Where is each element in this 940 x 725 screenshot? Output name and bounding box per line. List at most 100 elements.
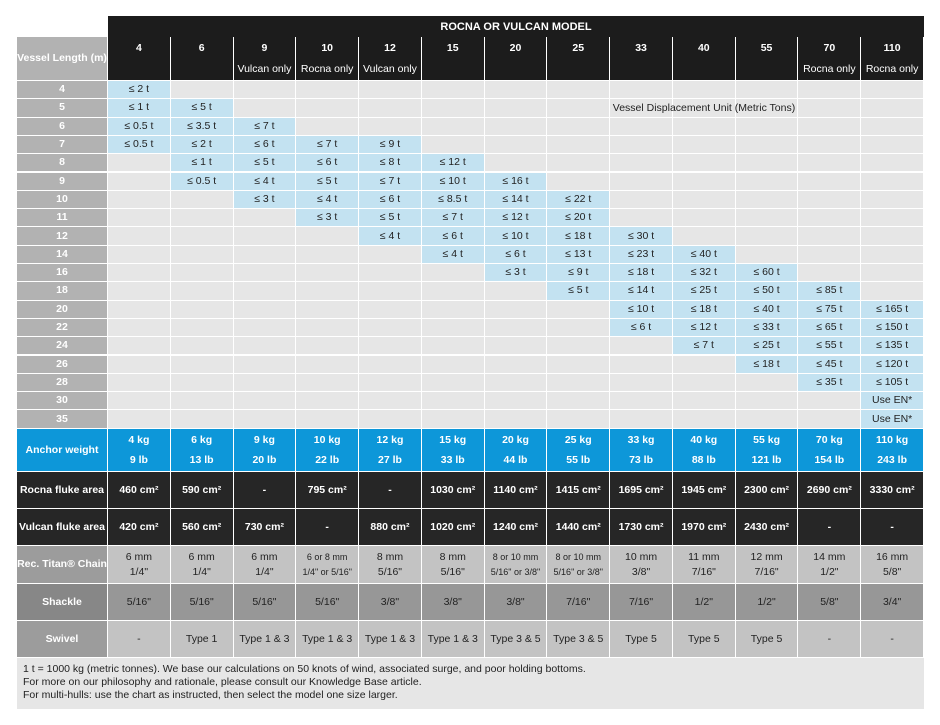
shackle-cell: 3/4" — [861, 584, 924, 621]
displacement-cell — [170, 227, 234, 246]
shackle-size: 3/8" — [380, 595, 400, 608]
displacement-value: ≤ 35 t — [816, 375, 843, 388]
vessel-length-label: 24 — [17, 337, 108, 356]
displacement-cell — [108, 410, 171, 429]
displacement-cell — [170, 282, 234, 301]
swivel-type: Type 5 — [750, 632, 783, 645]
displacement-value: ≤ 12 t — [502, 211, 529, 224]
displacement-cell — [233, 337, 297, 356]
shackle-cell: 5/16" — [170, 584, 234, 621]
displacement-cell — [861, 172, 924, 191]
displacement-value: ≤ 16 t — [502, 174, 529, 187]
displacement-value: ≤ 2 t — [128, 83, 150, 96]
vulcan-fluke-cell: 2430 cm² — [735, 509, 799, 546]
swivel-type: Type 5 — [625, 632, 657, 645]
model-header: 20 — [484, 37, 548, 81]
displacement-cell — [359, 337, 422, 356]
displacement-cell — [421, 264, 485, 283]
displacement-cell — [861, 154, 924, 173]
chain-inch: 7/16" — [754, 566, 779, 578]
displacement-cell — [861, 190, 924, 210]
displacement-cell — [484, 355, 548, 374]
weight-kg: 33 kg — [627, 434, 655, 446]
displacement-cell: ≤ 12 t — [421, 154, 485, 173]
displacement-cell — [735, 135, 799, 155]
rocna-fluke-cell: 590 cm² — [170, 472, 234, 509]
displacement-cell: ≤ 4 t — [296, 190, 360, 210]
displacement-cell: ≤ 5 t — [233, 154, 297, 173]
displacement-cell — [484, 373, 548, 393]
displacement-cell — [108, 392, 171, 411]
displacement-cell — [233, 410, 297, 429]
model-note: Rocna only — [803, 63, 856, 75]
anchor-weight-cell: 70 kg 154 lb — [798, 429, 862, 472]
displacement-cell — [672, 373, 736, 393]
displacement-value: ≤ 5 t — [568, 284, 589, 297]
vulcan-fluke-cell: 1970 cm² — [672, 509, 736, 546]
displacement-cell — [170, 81, 234, 100]
displacement-cell: ≤ 6 t — [484, 245, 548, 264]
displacement-value: ≤ 0.5 t — [124, 138, 154, 151]
shackle-cell: 5/16" — [296, 584, 360, 621]
displacement-cell — [421, 135, 485, 155]
displacement-value: ≤ 8.5 t — [438, 192, 468, 205]
shackle-size: 3/8" — [506, 595, 525, 608]
swivel-type: - — [137, 632, 141, 645]
displacement-cell: ≤ 120 t — [861, 355, 924, 374]
displacement-cell — [296, 227, 360, 246]
displacement-cell: ≤ 1 t — [108, 99, 171, 118]
chain-inch: 1/4" — [255, 566, 274, 578]
model-header: 70 Rocna only — [798, 37, 862, 81]
swivel-cell: Type 3 & 5 — [547, 621, 611, 658]
displacement-value: ≤ 165 t — [876, 302, 909, 315]
model-size: 25 — [572, 42, 585, 54]
displacement-cell — [610, 355, 673, 374]
displacement-cell — [798, 227, 862, 246]
displacement-cell — [108, 190, 171, 210]
swivel-type: - — [827, 632, 832, 645]
row-label: Shackle — [42, 595, 82, 608]
displacement-cell: ≤ 40 t — [672, 245, 736, 264]
displacement-value: ≤ 9 t — [568, 266, 589, 279]
model-size: 10 — [321, 42, 334, 54]
displacement-value: ≤ 14 t — [627, 284, 655, 297]
shackle-cell: 5/8" — [798, 584, 862, 621]
displacement-cell — [672, 172, 736, 191]
vessel-length-header: Vessel Length (m) — [17, 37, 108, 81]
displacement-cell: ≤ 10 t — [421, 172, 485, 191]
fluke-area: 1945 cm² — [681, 483, 727, 496]
chain-mm: 6 mm — [125, 551, 152, 563]
displacement-value: ≤ 1 t — [128, 101, 150, 114]
fluke-area: 3330 cm² — [869, 483, 915, 496]
vessel-length-label: 16 — [17, 264, 108, 283]
vulcan-fluke-cell: 420 cm² — [108, 509, 171, 546]
displacement-cell — [233, 209, 297, 228]
displacement-value: ≤ 7 t — [693, 339, 714, 352]
chain-cell: 8 or 10 mm 5/16" or 3/8" — [484, 546, 548, 584]
chain-cell: 6 mm 1/4" — [170, 546, 234, 584]
displacement-cell — [798, 245, 862, 264]
chain-cell: 6 or 8 mm 1/4" or 5/16" — [296, 546, 360, 584]
displacement-cell: ≤ 18 t — [672, 300, 736, 319]
weight-kg: 40 kg — [690, 434, 718, 446]
displacement-cell — [170, 318, 234, 338]
length-value: 28 — [56, 375, 68, 388]
length-value: 30 — [56, 394, 68, 407]
fluke-area: 1440 cm² — [555, 520, 601, 533]
chain-mm: 11 mm — [688, 551, 720, 563]
displacement-cell: ≤ 18 t — [735, 355, 799, 374]
rocna-fluke-cell: 2300 cm² — [735, 472, 799, 509]
displacement-value: ≤ 3 t — [254, 192, 275, 205]
displacement-cell — [547, 117, 611, 136]
displacement-cell — [108, 300, 171, 319]
shackle-size: 5/16" — [315, 595, 340, 608]
row-label: Swivel — [45, 632, 79, 645]
anchor-weight-cell: 55 kg 121 lb — [735, 429, 799, 472]
fluke-area: 1970 cm² — [681, 520, 727, 533]
displacement-cell — [296, 81, 360, 100]
displacement-cell — [233, 355, 297, 374]
swivel-type: Type 3 & 5 — [553, 632, 604, 645]
anchor-weight-cell: 15 kg 33 lb — [421, 429, 485, 472]
displacement-cell: ≤ 6 t — [233, 135, 297, 155]
shackle-size: 1/2" — [694, 595, 713, 608]
